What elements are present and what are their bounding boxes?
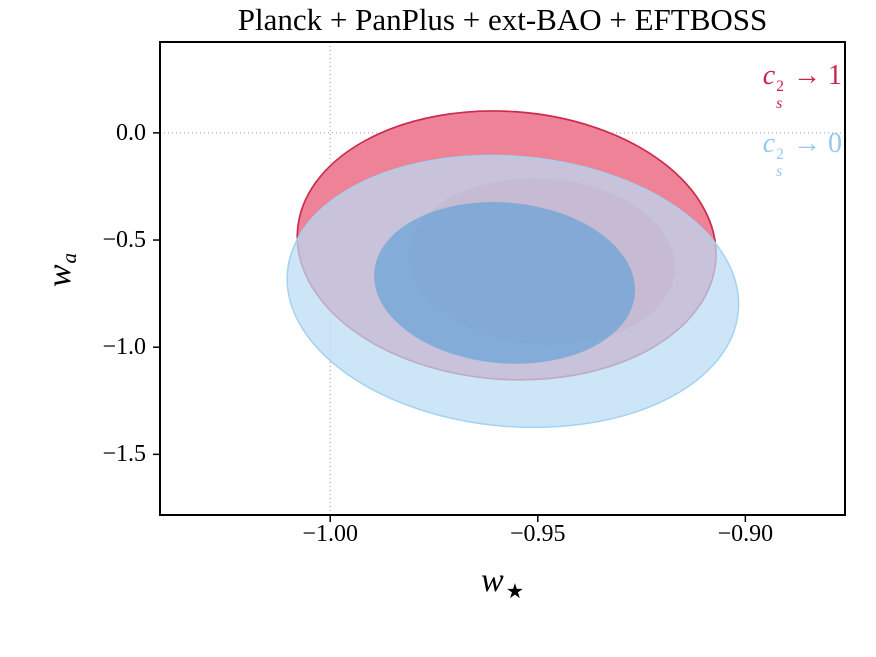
y-axis-label-base: w [41, 264, 78, 288]
x-tick-label: −0.95 [510, 521, 566, 547]
legend-1-arrow-value: → 0 [786, 127, 842, 159]
x-tick-label: −1.00 [302, 521, 358, 547]
legend-1-symbol: c [762, 127, 776, 159]
y-tick-label: −0.5 [102, 227, 146, 254]
y-tick-label: −1.5 [102, 441, 146, 468]
legend-0-exponent: 2 [776, 78, 784, 96]
legend-1-exponent: 2 [776, 146, 784, 164]
plot-frame [159, 41, 846, 516]
y-tick-label: 0.0 [116, 119, 146, 146]
x-axis-label-subscript-star: ★ [505, 580, 524, 603]
y-tick-label: −1.0 [102, 334, 146, 361]
x-axis-label-base: w [481, 562, 504, 599]
legend-1-subscript: s [776, 162, 783, 180]
contour-cs2-to-0-68pct [374, 202, 636, 364]
x-axis-label: w★ [160, 562, 845, 604]
y-axis-label: wa [40, 200, 81, 340]
legend-0-subscript: s [776, 94, 783, 112]
legend-0-arrow-value: → 1 [786, 60, 842, 91]
x-tick-label: −0.90 [717, 521, 774, 547]
chart-title: Planck + PanPlus + ext-BAO + EFTBOSS [237, 2, 768, 37]
legend-0-symbol: c [762, 60, 776, 91]
